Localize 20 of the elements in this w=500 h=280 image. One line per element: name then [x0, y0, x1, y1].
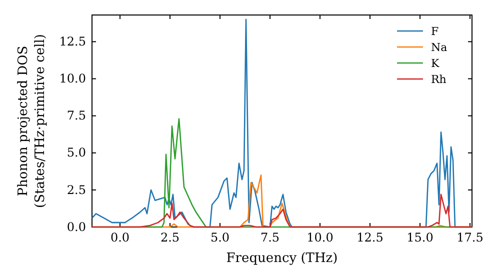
y-tick-label: 5.0 [66, 146, 86, 160]
legend-label: F [431, 25, 439, 38]
y-tick-label: 10.0 [59, 72, 86, 86]
y-tick-label: 2.5 [66, 182, 86, 197]
legend-label: Na [431, 41, 448, 54]
legend-label: K [431, 57, 440, 70]
y-tick-label: 7.5 [66, 108, 86, 123]
x-tick-label: 0.0 [110, 230, 130, 245]
legend-label: Rh [431, 73, 446, 86]
y-tick-label: 0.0 [66, 220, 86, 234]
x-tick-label: 10.0 [306, 230, 334, 245]
x-tick-label: 15.0 [406, 230, 434, 245]
x-axis-title: Frequency (THz) [226, 251, 338, 266]
y-tick-label: 12.5 [59, 34, 86, 49]
x-tick-label: 17.5 [456, 230, 484, 245]
x-tick-label: 7.5 [260, 230, 280, 245]
x-tick-label: 2.5 [160, 230, 180, 245]
x-tick-label: 5.0 [210, 230, 230, 245]
x-tick-label: 12.5 [356, 230, 384, 245]
y-axis-title: Phonon projected DOS (States/THz·primitive cell) [16, 34, 48, 208]
